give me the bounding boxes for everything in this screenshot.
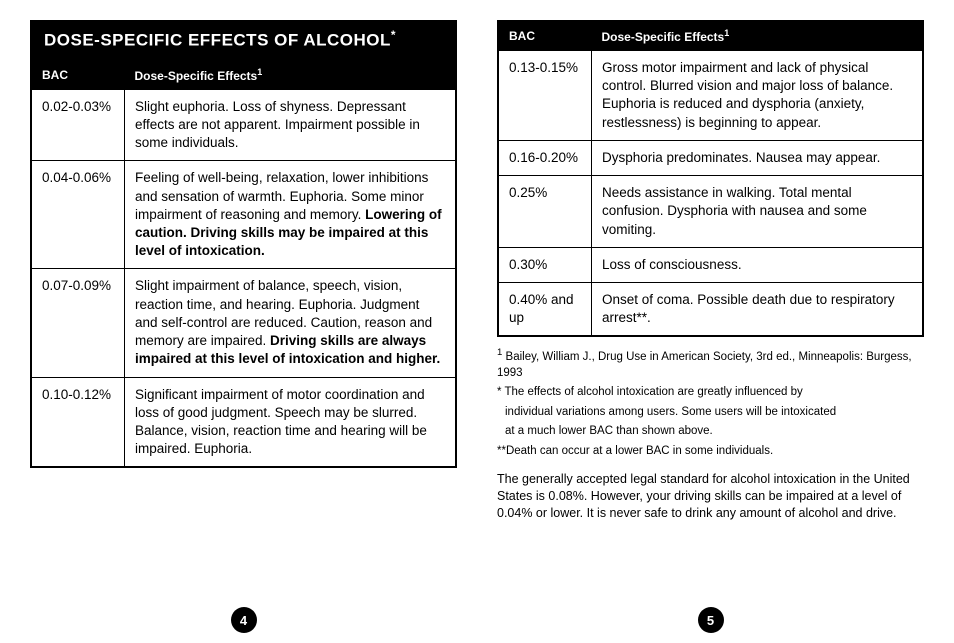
closing-paragraph: The generally accepted legal standard fo…: [497, 471, 924, 522]
table-row: 0.16-0.20% Dysphoria predominates. Nause…: [498, 140, 923, 175]
bac-cell: 0.07-0.09%: [31, 269, 125, 377]
title-asterisk: *: [391, 28, 396, 42]
bac-cell: 0.30%: [498, 247, 592, 282]
bac-cell: 0.25%: [498, 176, 592, 248]
table-row: 0.30% Loss of consciousness.: [498, 247, 923, 282]
right-page: BAC Dose-Specific Effects1 0.13-0.15% Gr…: [497, 20, 924, 633]
table-row: 0.13-0.15% Gross motor impairment and la…: [498, 51, 923, 141]
table-row: 0.40% and up Onset of coma. Possible dea…: [498, 282, 923, 336]
bac-cell: 0.16-0.20%: [498, 140, 592, 175]
page-number-left: 4: [231, 607, 257, 633]
table-row: 0.04-0.06% Feeling of well-being, relaxa…: [31, 161, 456, 269]
table-row: 0.02-0.03% Slight euphoria. Loss of shyn…: [31, 89, 456, 161]
table-row: 0.07-0.09% Slight impairment of balance,…: [31, 269, 456, 377]
bac-cell: 0.02-0.03%: [31, 89, 125, 161]
bac-cell: 0.10-0.12%: [31, 377, 125, 467]
table-row: 0.25% Needs assistance in walking. Total…: [498, 176, 923, 248]
effects-table-right: BAC Dose-Specific Effects1 0.13-0.15% Gr…: [497, 20, 924, 337]
effect-cell: Gross motor impairment and lack of physi…: [592, 51, 924, 141]
bac-cell: 0.13-0.15%: [498, 51, 592, 141]
col-header-effects: Dose-Specific Effects1: [125, 60, 457, 90]
effects-table-left: BAC Dose-Specific Effects1 0.02-0.03% Sl…: [30, 59, 457, 469]
footnote-2c: at a much lower BAC than shown above.: [497, 424, 924, 440]
page-number-right: 5: [698, 607, 724, 633]
bac-cell: 0.40% and up: [498, 282, 592, 336]
effect-cell: Needs assistance in walking. Total menta…: [592, 176, 924, 248]
footnote-2: * The effects of alcohol intoxication ar…: [497, 385, 924, 401]
footnote-1: 1 Bailey, William J., Drug Use in Americ…: [497, 347, 924, 381]
effect-cell: Onset of coma. Possible death due to res…: [592, 282, 924, 336]
title-text: DOSE-SPECIFIC EFFECTS OF ALCOHOL: [44, 31, 391, 50]
footnotes: 1 Bailey, William J., Drug Use in Americ…: [497, 347, 924, 463]
effect-cell: Significant impairment of motor coordina…: [125, 377, 457, 467]
footnote-2b: individual variations among users. Some …: [497, 405, 924, 421]
col-header-bac: BAC: [31, 60, 125, 90]
col-header-effects: Dose-Specific Effects1: [592, 21, 924, 51]
col-header-bac: BAC: [498, 21, 592, 51]
left-page: DOSE-SPECIFIC EFFECTS OF ALCOHOL* BAC Do…: [30, 20, 457, 633]
bac-cell: 0.04-0.06%: [31, 161, 125, 269]
table-row: 0.10-0.12% Significant impairment of mot…: [31, 377, 456, 467]
document-title: DOSE-SPECIFIC EFFECTS OF ALCOHOL*: [30, 20, 457, 59]
effect-cell: Slight euphoria. Loss of shyness. Depres…: [125, 89, 457, 161]
footnote-3: **Death can occur at a lower BAC in some…: [497, 444, 924, 460]
effect-cell: Slight impairment of balance, speech, vi…: [125, 269, 457, 377]
effect-cell: Dysphoria predominates. Nausea may appea…: [592, 140, 924, 175]
effect-cell: Feeling of well-being, relaxation, lower…: [125, 161, 457, 269]
effect-cell: Loss of consciousness.: [592, 247, 924, 282]
